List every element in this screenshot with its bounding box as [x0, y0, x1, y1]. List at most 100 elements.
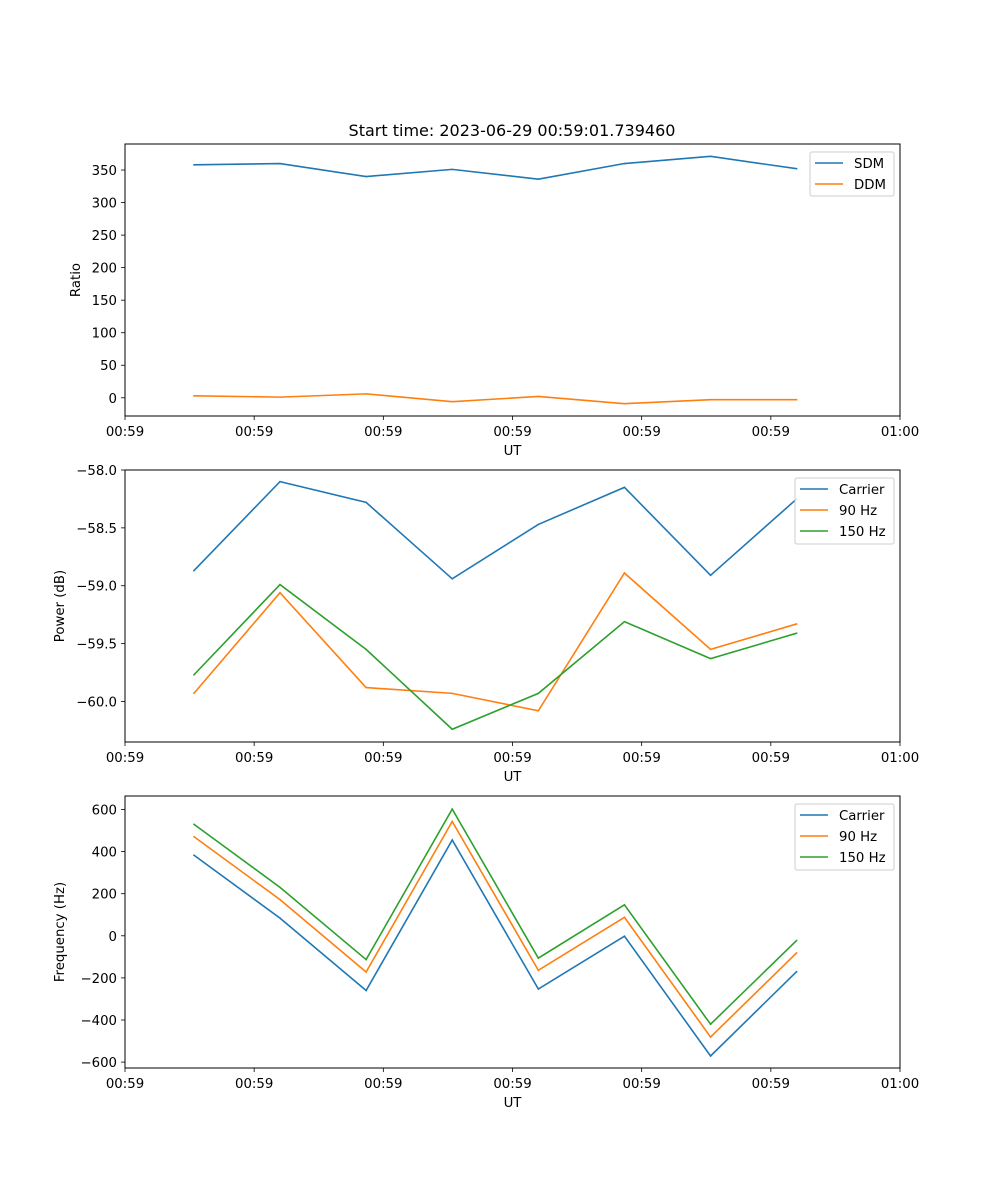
data-point	[795, 398, 798, 401]
y-tick-label: −58.5	[76, 522, 117, 537]
data-point	[193, 835, 195, 838]
y-tick-label: 50	[100, 359, 117, 374]
legend-frame	[794, 477, 895, 545]
x-tick-label: 00:59	[623, 751, 661, 766]
y-tick-label: 200	[92, 262, 117, 277]
subplot-2: 00:59 00:59 00:59 00:59 00:59 00:59 01:00 −58.0…	[53, 464, 919, 785]
subplot-3: 00:59 00:59 00:59 00:59 00:59 00:59 01:00 600 40…	[53, 795, 919, 1111]
data-point	[365, 501, 367, 504]
data-point	[709, 1036, 712, 1038]
data-point	[365, 971, 367, 973]
data-point	[365, 989, 367, 992]
y-axis-label: Frequency (Hz)	[53, 882, 68, 982]
data-point	[623, 935, 626, 938]
y-tick-label: −600	[80, 1056, 117, 1071]
y-tick-label: −400	[80, 1014, 117, 1029]
data-point	[193, 395, 195, 397]
data-point	[795, 939, 798, 942]
x-tick-label: 00:59	[493, 751, 531, 766]
y-tick-label: −200	[80, 972, 117, 987]
data-point	[193, 823, 195, 826]
data-point	[709, 657, 712, 660]
x-tick-label: 01:00	[881, 425, 919, 440]
legend-label: Carrier	[839, 483, 885, 498]
data-point	[537, 692, 540, 695]
legend: Carrier 90 Hz 150 Hz	[794, 803, 895, 871]
y-tick-label: 600	[92, 803, 117, 818]
data-point	[537, 178, 540, 180]
data-point	[709, 648, 712, 651]
data-point	[279, 898, 281, 901]
data-point	[451, 168, 454, 171]
data-point	[365, 393, 367, 395]
data-point	[795, 970, 798, 973]
data-point	[193, 569, 195, 572]
x-tick-label: 01:00	[881, 1077, 919, 1092]
x-tick-label: 00:59	[106, 751, 144, 766]
x-tick-label: 00:59	[752, 751, 790, 766]
legend-label: 150 Hz	[839, 851, 886, 866]
data-point	[795, 952, 798, 954]
x-tick-label: 00:59	[623, 425, 661, 440]
data-point	[365, 686, 367, 689]
data-point	[451, 808, 454, 810]
data-point	[451, 820, 454, 823]
data-point	[537, 969, 540, 972]
series-line-carrier	[193, 480, 798, 580]
data-point	[279, 583, 281, 586]
data-point	[451, 400, 454, 403]
x-axis-label: UT	[504, 770, 523, 785]
x-tick-label: 00:59	[106, 1077, 144, 1092]
y-tick-label: 300	[92, 197, 117, 212]
series-line-90-hz	[193, 571, 797, 712]
data-point	[279, 886, 281, 889]
data-point	[537, 709, 540, 712]
y-tick-label: −58.0	[76, 464, 117, 479]
y-tick-label: −60.0	[76, 695, 117, 710]
data-point	[365, 175, 367, 178]
data-point	[709, 574, 712, 577]
x-axis-label: UT	[504, 444, 523, 459]
series-line-sdm	[193, 155, 797, 180]
data-point	[193, 692, 195, 695]
subplot-1: 00:59 00:59 00:59 00:59 00:59 00:59 01:00 0 50 10…	[69, 143, 919, 459]
y-tick-label: 400	[92, 846, 117, 861]
x-axis-label: UT	[504, 1096, 523, 1111]
legend-label: 150 Hz	[839, 525, 886, 540]
data-point	[537, 523, 540, 526]
data-point	[193, 854, 195, 856]
legend-label: 90 Hz	[839, 830, 877, 845]
legend-frame	[794, 803, 895, 871]
x-tick-label: 00:59	[623, 1077, 661, 1092]
data-point	[623, 916, 626, 919]
x-tick-label: 01:00	[881, 751, 919, 766]
x-tick-label: 00:59	[364, 1077, 402, 1092]
data-point	[193, 164, 195, 166]
y-tick-label: −59.0	[76, 580, 117, 595]
x-tick-label: 00:59	[752, 425, 790, 440]
y-tick-label: 250	[92, 229, 117, 244]
data-point	[623, 402, 626, 405]
y-tick-label: −59.5	[76, 638, 117, 653]
data-point	[451, 578, 454, 580]
x-tick-label: 00:59	[493, 1077, 531, 1092]
y-tick-label: 0	[109, 930, 117, 945]
legend: Carrier 90 Hz 150 Hz	[794, 477, 895, 545]
legend-label: 90 Hz	[839, 504, 877, 519]
data-point	[279, 917, 281, 919]
data-point	[709, 155, 712, 158]
legend-label: DDM	[854, 178, 886, 193]
data-point	[795, 623, 798, 625]
y-tick-label: 200	[92, 888, 117, 903]
series-line-150-hz	[193, 583, 797, 731]
data-point	[709, 398, 712, 401]
y-tick-label: 150	[92, 294, 117, 309]
series-line-90-hz	[193, 819, 798, 1039]
data-point	[795, 167, 798, 170]
data-point	[451, 839, 454, 841]
data-point	[537, 988, 540, 990]
chart-title: Start time: 2023-06-29 00:59:01.739460	[349, 121, 676, 140]
data-point	[279, 396, 281, 398]
